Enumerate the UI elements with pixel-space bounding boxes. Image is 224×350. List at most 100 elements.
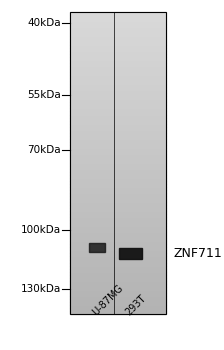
Bar <box>70 296 166 299</box>
Bar <box>70 57 166 60</box>
Bar <box>70 30 166 33</box>
Bar <box>70 96 166 99</box>
Bar <box>70 181 166 184</box>
Bar <box>70 251 166 253</box>
Bar <box>70 45 166 48</box>
Bar <box>70 235 166 238</box>
Bar <box>70 220 166 223</box>
Bar <box>70 275 166 278</box>
Bar <box>70 257 166 259</box>
Bar <box>70 78 166 81</box>
Bar <box>70 154 166 157</box>
Bar <box>70 108 166 112</box>
Bar <box>70 105 166 108</box>
Bar <box>70 262 166 266</box>
Bar <box>70 136 166 139</box>
Bar <box>70 247 166 251</box>
Bar <box>70 287 166 290</box>
Text: 40kDa: 40kDa <box>27 19 61 28</box>
Bar <box>70 15 166 18</box>
Bar <box>70 69 166 72</box>
Bar <box>70 118 166 120</box>
Bar <box>70 33 166 36</box>
Bar <box>70 42 166 45</box>
Bar <box>70 127 166 130</box>
Bar <box>70 232 166 235</box>
Bar <box>70 163 166 166</box>
Bar <box>70 205 166 208</box>
Text: 55kDa: 55kDa <box>27 90 61 100</box>
Bar <box>70 272 166 275</box>
Bar <box>70 299 166 302</box>
Bar <box>70 39 166 42</box>
Bar <box>70 281 166 284</box>
Bar <box>70 278 166 281</box>
Bar <box>70 103 166 105</box>
Text: 100kDa: 100kDa <box>20 225 61 235</box>
Text: U-87MG: U-87MG <box>90 283 125 317</box>
Bar <box>70 66 166 69</box>
Bar <box>70 193 166 196</box>
Bar <box>70 51 166 54</box>
Bar <box>70 112 166 114</box>
Bar <box>70 223 166 226</box>
Bar <box>70 12 166 314</box>
Bar <box>70 48 166 51</box>
Bar <box>70 84 166 88</box>
Bar <box>70 226 166 229</box>
Bar <box>70 302 166 305</box>
Bar <box>70 63 166 66</box>
Bar <box>70 145 166 148</box>
Bar <box>70 60 166 63</box>
Bar <box>70 12 166 15</box>
Bar <box>70 305 166 308</box>
Bar <box>70 253 166 257</box>
Bar <box>70 124 166 127</box>
Bar <box>70 229 166 232</box>
Bar <box>70 293 166 296</box>
Bar <box>70 241 166 244</box>
Bar <box>70 268 166 272</box>
Bar <box>70 160 166 163</box>
Bar <box>70 290 166 293</box>
Bar <box>70 114 166 118</box>
Bar <box>70 214 166 217</box>
Bar <box>70 172 166 175</box>
Text: 130kDa: 130kDa <box>20 284 61 294</box>
Bar <box>70 308 166 311</box>
Bar <box>70 311 166 314</box>
Bar <box>70 148 166 151</box>
Bar <box>70 151 166 154</box>
Bar <box>70 244 166 247</box>
Bar <box>70 259 166 262</box>
Bar <box>70 54 166 57</box>
Bar <box>70 133 166 136</box>
Bar <box>70 75 166 78</box>
Bar <box>70 199 166 202</box>
Bar <box>70 211 166 214</box>
Bar <box>70 238 166 242</box>
Bar <box>70 130 166 133</box>
Bar <box>70 166 166 169</box>
Bar <box>70 187 166 190</box>
Bar <box>70 90 166 93</box>
Bar <box>70 202 166 205</box>
Bar <box>70 139 166 142</box>
Bar <box>70 190 166 193</box>
Bar <box>70 169 166 172</box>
Bar <box>89 243 106 252</box>
Bar <box>70 99 166 103</box>
Text: ZNF711: ZNF711 <box>174 247 222 260</box>
Bar <box>70 142 166 145</box>
Bar <box>70 27 166 30</box>
Bar <box>119 248 142 259</box>
Bar <box>70 208 166 211</box>
Bar <box>70 18 166 21</box>
Bar <box>70 21 166 24</box>
Text: 70kDa: 70kDa <box>27 145 61 155</box>
Bar <box>70 217 166 220</box>
Bar <box>70 24 166 27</box>
Bar <box>70 36 166 39</box>
Bar <box>70 184 166 187</box>
Text: 293T: 293T <box>123 293 148 317</box>
